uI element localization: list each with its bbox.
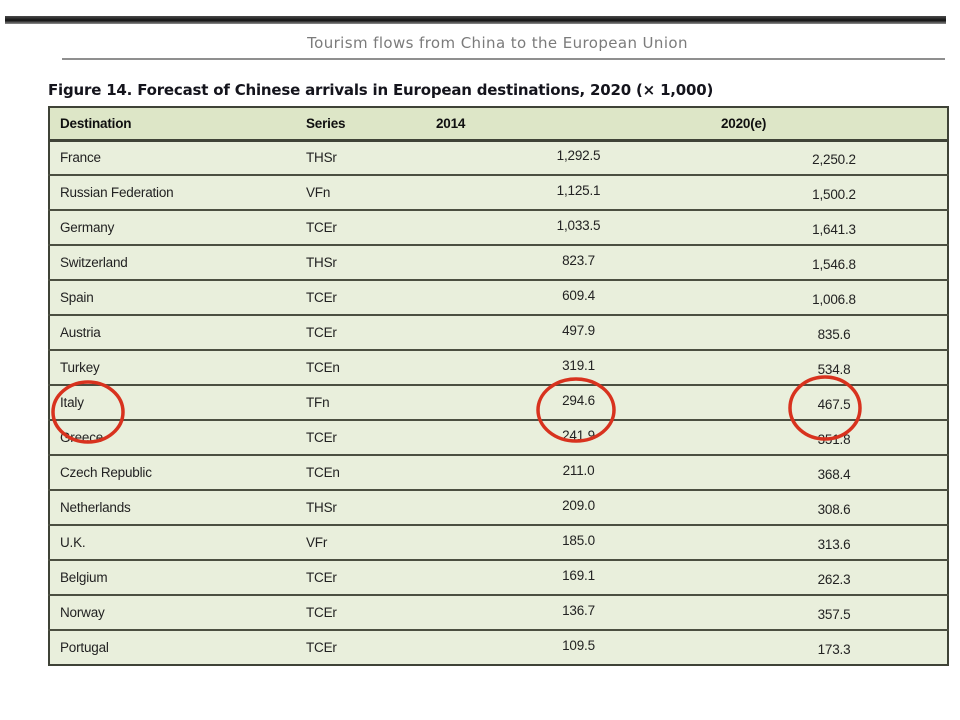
cell-2020-value: 313.6	[721, 524, 948, 560]
table-row: Turkey TCEn 319.1 534.8	[49, 349, 948, 385]
cell-2020-value: 1,546.8	[721, 244, 948, 280]
cell-2014-value: 109.5	[436, 629, 721, 665]
column-header-series: Series	[291, 107, 436, 142]
table-row: Switzerland THSr 823.7 1,546.8	[49, 244, 948, 280]
cell-2014-value: 609.4	[436, 279, 721, 315]
table-header-row: Destination Series 2014 2020(e)	[49, 107, 948, 142]
cell-series: TCEr	[291, 559, 436, 595]
table-row: Norway TCEr 136.7 357.5	[49, 594, 948, 630]
cell-2014-value: 136.7	[436, 594, 721, 630]
cell-destination: Germany	[49, 209, 291, 245]
cell-destination: Portugal	[49, 629, 291, 665]
cell-series: THSr	[291, 489, 436, 525]
table-row: Netherlands THSr 209.0 308.6	[49, 489, 948, 525]
cell-2020-value: 262.3	[721, 559, 948, 595]
cell-series: TCEn	[291, 454, 436, 490]
table-row: Spain TCEr 609.4 1,006.8	[49, 279, 948, 315]
table-row: Russian Federation VFn 1,125.1 1,500.2	[49, 174, 948, 210]
cell-series: TFn	[291, 384, 436, 420]
cell-2014-value: 1,033.5	[436, 209, 721, 245]
cell-destination: Russian Federation	[49, 174, 291, 210]
header-rule	[62, 58, 945, 60]
cell-series: THSr	[291, 140, 436, 175]
cell-2020-value: 351.8	[721, 419, 948, 455]
cell-series: TCEr	[291, 209, 436, 245]
cell-2020-value: 1,500.2	[721, 174, 948, 210]
cell-destination: Greece	[49, 419, 291, 455]
table-row: Austria TCEr 497.9 835.6	[49, 314, 948, 350]
cell-2014-value: 241.9	[436, 419, 721, 455]
cell-series: TCEr	[291, 419, 436, 455]
cell-2014-value: 497.9	[436, 314, 721, 350]
cell-2014-value: 169.1	[436, 559, 721, 595]
table-row: France THSr 1,292.5 2,250.2	[49, 140, 948, 175]
cell-series: TCEr	[291, 314, 436, 350]
table-row: Belgium TCEr 169.1 262.3	[49, 559, 948, 595]
table-row: Greece TCEr 241.9 351.8	[49, 419, 948, 455]
table-row: Czech Republic TCEn 211.0 368.4	[49, 454, 948, 490]
cell-2020-value: 1,006.8	[721, 279, 948, 315]
cell-destination: Netherlands	[49, 489, 291, 525]
cell-series: VFn	[291, 174, 436, 210]
cell-2014-value: 823.7	[436, 244, 721, 280]
cell-destination: France	[49, 140, 291, 175]
cell-destination: Belgium	[49, 559, 291, 595]
forecast-table: Destination Series 2014 2020(e) France T…	[48, 106, 949, 666]
table-row: Germany TCEr 1,033.5 1,641.3	[49, 209, 948, 245]
cell-2020-value: 2,250.2	[721, 140, 948, 175]
cell-destination: Spain	[49, 279, 291, 315]
cell-destination: Austria	[49, 314, 291, 350]
cell-2020-value: 308.6	[721, 489, 948, 525]
cell-series: TCEr	[291, 279, 436, 315]
cell-destination: Czech Republic	[49, 454, 291, 490]
cell-2020-value: 357.5	[721, 594, 948, 630]
cell-destination: Turkey	[49, 349, 291, 385]
cell-2014-value: 1,125.1	[436, 174, 721, 210]
table-row: Portugal TCEr 109.5 173.3	[49, 629, 948, 665]
table-body: France THSr 1,292.5 2,250.2 Russian Fede…	[49, 140, 948, 665]
cell-2014-value: 294.6	[436, 384, 721, 420]
column-header-destination: Destination	[49, 107, 291, 142]
cell-2014-value: 185.0	[436, 524, 721, 560]
cell-destination: Norway	[49, 594, 291, 630]
cell-2020-value: 173.3	[721, 629, 948, 665]
figure-title: Figure 14. Forecast of Chinese arrivals …	[48, 81, 714, 99]
cell-destination: Switzerland	[49, 244, 291, 280]
cell-series: THSr	[291, 244, 436, 280]
cell-series: TCEn	[291, 349, 436, 385]
cell-destination: U.K.	[49, 524, 291, 560]
running-header: Tourism flows from China to the European…	[307, 34, 688, 52]
column-header-2014: 2014	[436, 107, 721, 142]
table-row: U.K. VFr 185.0 313.6	[49, 524, 948, 560]
cell-series: TCEr	[291, 629, 436, 665]
table-row: Italy TFn 294.6 467.5	[49, 384, 948, 420]
top-rule	[5, 16, 946, 24]
cell-2020-value: 835.6	[721, 314, 948, 350]
cell-2020-value: 368.4	[721, 454, 948, 490]
cell-series: VFr	[291, 524, 436, 560]
cell-series: TCEr	[291, 594, 436, 630]
cell-destination: Italy	[49, 384, 291, 420]
cell-2014-value: 319.1	[436, 349, 721, 385]
cell-2020-value: 534.8	[721, 349, 948, 385]
cell-2020-value: 467.5	[721, 384, 948, 420]
cell-2014-value: 211.0	[436, 454, 721, 490]
cell-2020-value: 1,641.3	[721, 209, 948, 245]
cell-2014-value: 1,292.5	[436, 140, 721, 175]
cell-2014-value: 209.0	[436, 489, 721, 525]
column-header-2020e: 2020(e)	[721, 107, 948, 142]
